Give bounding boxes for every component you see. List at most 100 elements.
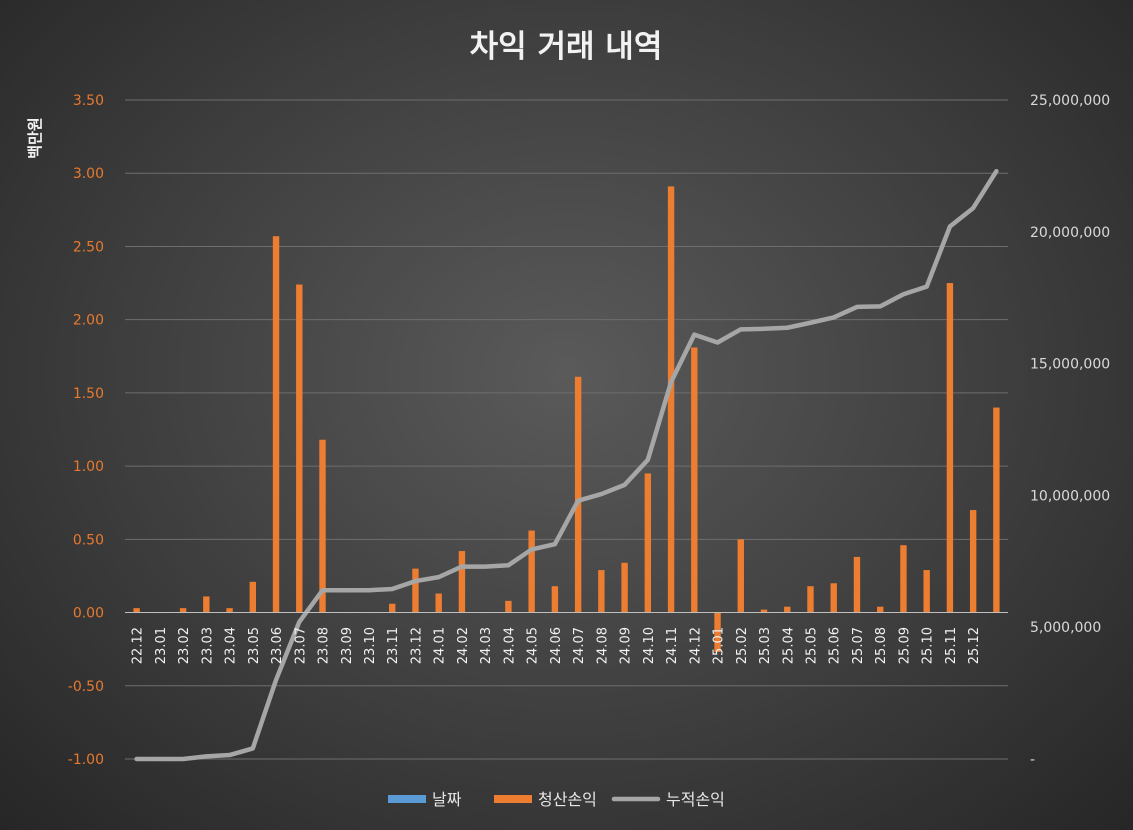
x-tick-label: 23.01 — [154, 627, 169, 664]
x-tick-label: 25.11 — [944, 627, 959, 664]
x-tick-label: 24.10 — [642, 627, 657, 664]
bar — [203, 596, 210, 613]
x-tick-label: 25.08 — [874, 627, 889, 664]
legend-label: 날짜 — [432, 790, 462, 809]
x-tick-label: 22.12 — [131, 627, 146, 664]
y-tick-right: 25,000,000 — [1030, 93, 1110, 109]
bar — [667, 186, 675, 613]
y-tick-left: 1.00 — [73, 459, 104, 475]
bar — [737, 539, 744, 613]
bar — [853, 556, 861, 613]
x-tick-label: 25.06 — [828, 627, 843, 664]
bar — [249, 581, 257, 613]
bar — [784, 606, 791, 613]
y-tick-left: 1.50 — [73, 386, 104, 402]
bar — [435, 593, 442, 613]
x-tick-label: 24.05 — [526, 627, 541, 664]
bar — [412, 568, 419, 613]
y-tick-left: 2.00 — [73, 313, 104, 329]
x-tick-label: 25.09 — [897, 627, 912, 664]
y-tick-right: - — [1030, 752, 1035, 768]
x-tick-label: 25.02 — [735, 627, 750, 664]
x-tick-label: 23.12 — [409, 627, 424, 664]
x-tick-label: 24.02 — [456, 627, 471, 664]
bar — [946, 283, 954, 613]
x-tick-label: 23.08 — [317, 627, 332, 664]
x-tick-label: 24.12 — [688, 627, 703, 664]
bar — [505, 600, 512, 613]
x-tick-label: 25.12 — [967, 627, 982, 664]
x-tick-label: 25.10 — [921, 627, 936, 664]
y-axis-title: 백만원 — [26, 117, 44, 158]
bar — [900, 545, 907, 613]
x-tick-label: 23.11 — [386, 627, 401, 664]
y-tick-right: 10,000,000 — [1030, 488, 1110, 504]
y-axis-left-ticks: 3.50 3.00 2.50 2.00 1.50 1.00 0.50 0.00 -0.50 -1.… — [68, 93, 104, 768]
y-axis-right-ticks: 25,000,000 20,000,000 15,000,000 10,000,000… — [1030, 93, 1110, 768]
line-series-누적손익 — [134, 168, 999, 762]
gridlines — [125, 99, 1008, 760]
bar — [621, 562, 628, 613]
y-tick-left: -0.50 — [68, 679, 104, 695]
bar — [807, 586, 814, 613]
bar — [389, 603, 396, 613]
x-tick-label: 25.07 — [851, 627, 866, 664]
x-tick-label: 24.04 — [502, 627, 517, 664]
bar — [993, 407, 1000, 613]
x-tick-label: 24.01 — [433, 627, 448, 664]
x-tick-label: 24.09 — [619, 627, 634, 664]
bar — [760, 609, 768, 613]
bar — [644, 473, 652, 613]
x-tick-label: 23.10 — [363, 627, 378, 664]
x-axis-ticks: 22.12 23.01 23.02 23.03 23.04 23.05 23.06 23.07… — [131, 627, 983, 664]
chart-title: 차익 거래 내역 — [470, 29, 663, 65]
x-tick-label: 25.03 — [758, 627, 773, 664]
bar — [598, 570, 605, 613]
bar — [272, 236, 280, 613]
x-tick-label: 25.01 — [712, 627, 727, 664]
bar — [830, 583, 837, 613]
y-tick-right: 20,000,000 — [1030, 225, 1110, 241]
bar — [528, 530, 535, 613]
x-tick-label: 24.03 — [479, 627, 494, 664]
y-tick-left: 3.50 — [73, 93, 104, 109]
x-tick-label: 24.11 — [665, 627, 680, 664]
cumulative-line — [134, 168, 999, 762]
bar — [969, 510, 977, 613]
x-tick-label: 23.07 — [293, 627, 308, 664]
y-tick-left: 2.50 — [73, 239, 104, 255]
bar — [319, 439, 326, 613]
bar — [714, 612, 721, 653]
x-tick-label: 25.05 — [804, 627, 819, 664]
bar — [876, 606, 884, 613]
bar-series-청산손익 — [133, 186, 1000, 653]
legend-swatch-날짜 — [388, 795, 426, 803]
y-tick-left: -1.00 — [68, 752, 104, 768]
y-tick-right: 15,000,000 — [1030, 357, 1110, 373]
y-tick-left: 0.00 — [73, 606, 104, 622]
y-tick-left: 0.50 — [73, 532, 104, 548]
bar — [691, 347, 698, 613]
x-tick-label: 24.06 — [549, 627, 564, 664]
x-tick-label: 23.06 — [270, 627, 285, 664]
legend: 날짜 청산손익 누적손익 — [388, 790, 725, 809]
x-tick-label: 23.05 — [247, 627, 262, 664]
bar — [179, 608, 187, 613]
x-tick-label: 24.08 — [595, 627, 610, 664]
bar — [574, 376, 582, 613]
x-tick-label: 23.09 — [340, 627, 355, 664]
legend-label: 청산손익 — [538, 790, 597, 809]
x-tick-label: 23.04 — [224, 627, 239, 664]
x-tick-label: 23.02 — [177, 627, 192, 664]
x-tick-label: 24.07 — [572, 627, 587, 664]
bar — [226, 608, 233, 613]
bar — [923, 570, 930, 613]
x-tick-label: 23.03 — [200, 627, 215, 664]
legend-swatch-청산손익 — [494, 795, 532, 803]
bar — [551, 586, 559, 613]
y-tick-right: 5,000,000 — [1030, 620, 1101, 636]
legend-label: 누적손익 — [666, 790, 725, 809]
x-tick-label: 25.04 — [781, 627, 796, 664]
